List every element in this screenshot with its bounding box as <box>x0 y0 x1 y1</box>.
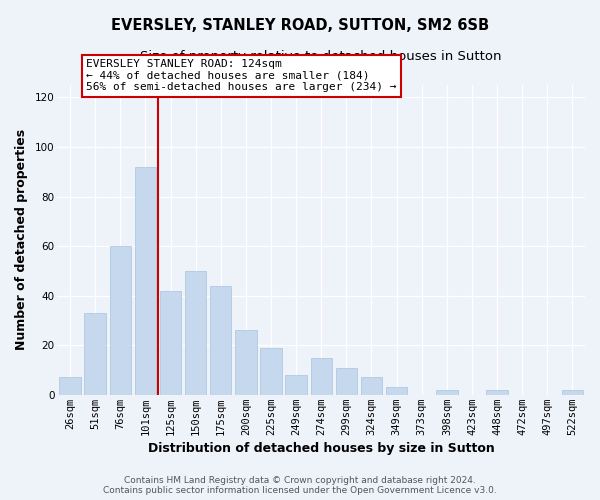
Bar <box>59 378 81 395</box>
Y-axis label: Number of detached properties: Number of detached properties <box>15 130 28 350</box>
Bar <box>335 368 357 395</box>
Bar <box>361 378 382 395</box>
X-axis label: Distribution of detached houses by size in Sutton: Distribution of detached houses by size … <box>148 442 494 455</box>
Bar <box>135 167 156 395</box>
Bar <box>562 390 583 395</box>
Text: Contains HM Land Registry data © Crown copyright and database right 2024.
Contai: Contains HM Land Registry data © Crown c… <box>103 476 497 495</box>
Bar <box>235 330 257 395</box>
Bar <box>487 390 508 395</box>
Bar <box>311 358 332 395</box>
Bar <box>185 271 206 395</box>
Bar <box>160 290 181 395</box>
Title: Size of property relative to detached houses in Sutton: Size of property relative to detached ho… <box>140 50 502 63</box>
Bar <box>260 348 281 395</box>
Text: EVERSLEY, STANLEY ROAD, SUTTON, SM2 6SB: EVERSLEY, STANLEY ROAD, SUTTON, SM2 6SB <box>111 18 489 32</box>
Bar <box>210 286 232 395</box>
Bar <box>110 246 131 395</box>
Bar <box>286 375 307 395</box>
Bar <box>436 390 458 395</box>
Text: EVERSLEY STANLEY ROAD: 124sqm
← 44% of detached houses are smaller (184)
56% of : EVERSLEY STANLEY ROAD: 124sqm ← 44% of d… <box>86 59 397 92</box>
Bar <box>85 313 106 395</box>
Bar <box>386 388 407 395</box>
